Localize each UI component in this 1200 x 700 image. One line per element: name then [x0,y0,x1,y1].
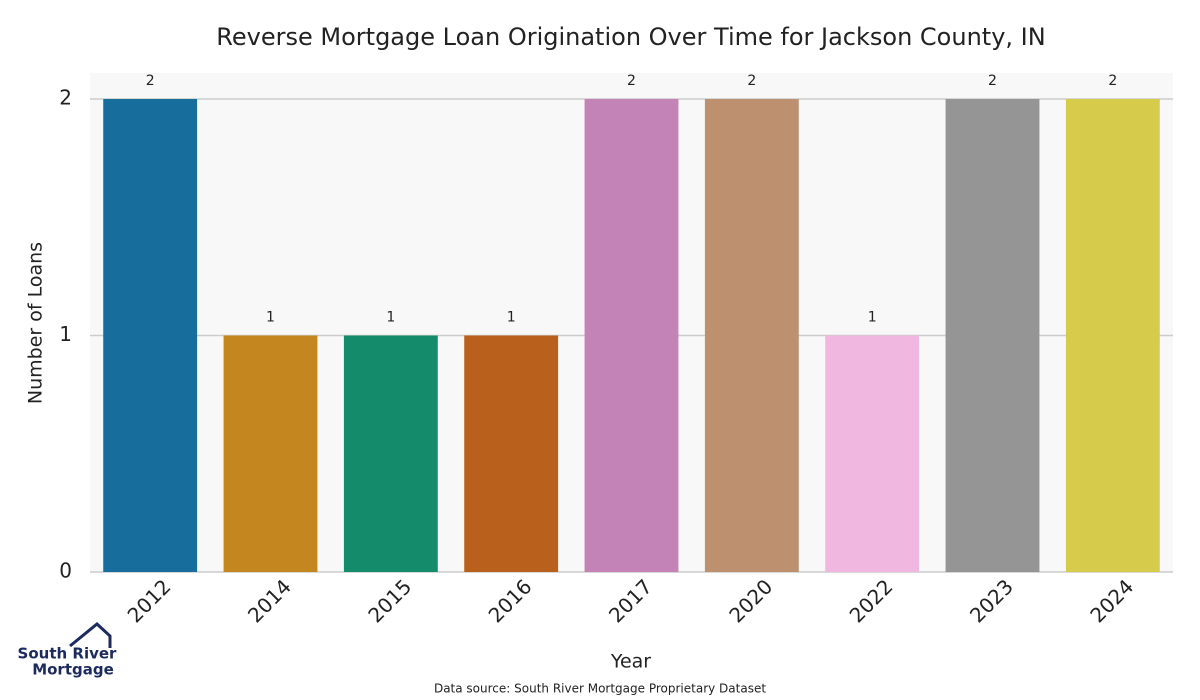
logo: South River Mortgage [18,622,118,679]
value-label: 2 [627,73,636,89]
logo-text: South River [18,645,118,663]
bar [825,335,920,572]
bar [945,99,1040,572]
y-tick-label: 1 [59,322,72,346]
x-tick-label: 2022 [845,574,898,627]
y-tick-label: 2 [59,86,72,110]
value-label: 1 [386,310,395,326]
bar [223,335,318,572]
x-tick-label: 2020 [724,574,777,627]
y-axis-label: Number of Loans [25,242,47,404]
value-label: 1 [868,310,877,326]
x-tick-label: 2012 [123,574,176,627]
bar [704,99,799,572]
bar [1065,99,1160,572]
logo-icon [69,622,112,648]
x-tick-label: 2023 [965,574,1018,627]
x-tick-label: 2015 [363,574,416,627]
value-label: 2 [1108,73,1117,89]
bar [343,335,438,572]
x-tick-label: 2014 [243,574,296,627]
value-label: 1 [266,310,275,326]
bar [464,335,559,572]
bar [584,99,679,572]
logo-text: Mortgage [32,661,114,679]
x-tick-label: 2017 [604,574,657,627]
x-tick-label: 2024 [1085,574,1138,627]
x-axis-label: Year [610,651,651,673]
bar [103,99,198,572]
chart-title: Reverse Mortgage Loan Origination Over T… [216,23,1045,51]
x-tick-label: 2016 [484,574,537,627]
value-label: 1 [507,310,516,326]
source-note: Data source: South River Mortgage Propri… [434,682,766,696]
value-label: 2 [988,73,997,89]
value-label: 2 [146,73,155,89]
y-tick-label: 0 [59,559,72,583]
value-label: 2 [747,73,756,89]
